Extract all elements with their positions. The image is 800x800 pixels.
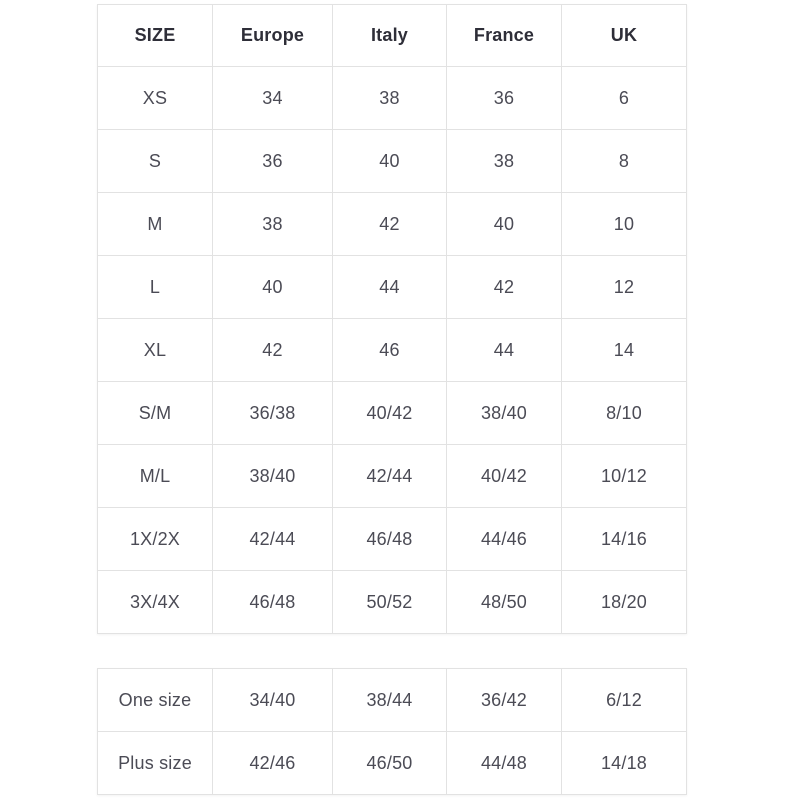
table-cell: 42/44	[212, 507, 333, 571]
table-row-m: M 38 42 40 10	[97, 192, 687, 256]
table-cell: 44	[446, 318, 562, 382]
size-label-cell: S/M	[97, 381, 213, 445]
special-sizes-table: One size 34/40 38/44 36/42 6/12 Plus siz…	[97, 668, 687, 795]
table-cell: 36	[446, 66, 562, 130]
size-conversion-page: SIZE Europe Italy France UK XS 34 38 36 …	[97, 4, 687, 795]
table-cell: 48/50	[446, 570, 562, 634]
header-italy: Italy	[332, 4, 447, 67]
header-size: SIZE	[97, 4, 213, 67]
table-cell: 42	[332, 192, 447, 256]
table-cell: 50/52	[332, 570, 447, 634]
table-cell: 46/50	[332, 731, 447, 795]
size-label-cell: One size	[97, 668, 213, 732]
table-cell: 18/20	[561, 570, 687, 634]
table-row-s: S 36 40 38 8	[97, 129, 687, 193]
table-cell: 42	[212, 318, 333, 382]
size-label-cell: Plus size	[97, 731, 213, 795]
table-row-one-size: One size 34/40 38/44 36/42 6/12	[97, 668, 687, 732]
table-cell: 8	[561, 129, 687, 193]
table-cell: 46/48	[212, 570, 333, 634]
table-cell: 40	[212, 255, 333, 319]
table-cell: 36/42	[446, 668, 562, 732]
size-label-cell: XS	[97, 66, 213, 130]
table-row-xl: XL 42 46 44 14	[97, 318, 687, 382]
table-cell: 38/40	[446, 381, 562, 445]
table-cell: 38/40	[212, 444, 333, 508]
table-cell: 6	[561, 66, 687, 130]
table-cell: 10/12	[561, 444, 687, 508]
table-row-xs: XS 34 38 36 6	[97, 66, 687, 130]
size-label-cell: M/L	[97, 444, 213, 508]
table-cell: 40/42	[332, 381, 447, 445]
size-label-cell: 1X/2X	[97, 507, 213, 571]
table-cell: 38	[446, 129, 562, 193]
header-europe: Europe	[212, 4, 333, 67]
table-row-plus-size: Plus size 42/46 46/50 44/48 14/18	[97, 731, 687, 795]
table-cell: 40	[446, 192, 562, 256]
table-cell: 12	[561, 255, 687, 319]
header-france: France	[446, 4, 562, 67]
table-cell: 14/18	[561, 731, 687, 795]
table-cell: 38	[212, 192, 333, 256]
table-cell: 36/38	[212, 381, 333, 445]
table-cell: 46	[332, 318, 447, 382]
table-cell: 44	[332, 255, 447, 319]
table-cell: 14	[561, 318, 687, 382]
table-cell: 40/42	[446, 444, 562, 508]
table-cell: 38/44	[332, 668, 447, 732]
size-label-cell: 3X/4X	[97, 570, 213, 634]
table-cell: 38	[332, 66, 447, 130]
size-label-cell: S	[97, 129, 213, 193]
table-cell: 44/48	[446, 731, 562, 795]
table-cell: 34/40	[212, 668, 333, 732]
table-cell: 34	[212, 66, 333, 130]
table-row-3x4x: 3X/4X 46/48 50/52 48/50 18/20	[97, 570, 687, 634]
size-label-cell: XL	[97, 318, 213, 382]
table-cell: 40	[332, 129, 447, 193]
header-row: SIZE Europe Italy France UK	[97, 4, 687, 67]
table-cell: 42/44	[332, 444, 447, 508]
table-cell: 8/10	[561, 381, 687, 445]
table-row-l: L 40 44 42 12	[97, 255, 687, 319]
table-cell: 42	[446, 255, 562, 319]
size-conversion-table: SIZE Europe Italy France UK XS 34 38 36 …	[97, 4, 687, 634]
table-cell: 10	[561, 192, 687, 256]
table-row-ml: M/L 38/40 42/44 40/42 10/12	[97, 444, 687, 508]
header-uk: UK	[561, 4, 687, 67]
size-label-cell: M	[97, 192, 213, 256]
size-label-cell: L	[97, 255, 213, 319]
table-cell: 44/46	[446, 507, 562, 571]
table-row-1x2x: 1X/2X 42/44 46/48 44/46 14/16	[97, 507, 687, 571]
table-row-sm: S/M 36/38 40/42 38/40 8/10	[97, 381, 687, 445]
table-cell: 6/12	[561, 668, 687, 732]
table-cell: 46/48	[332, 507, 447, 571]
table-cell: 36	[212, 129, 333, 193]
table-cell: 14/16	[561, 507, 687, 571]
table-cell: 42/46	[212, 731, 333, 795]
